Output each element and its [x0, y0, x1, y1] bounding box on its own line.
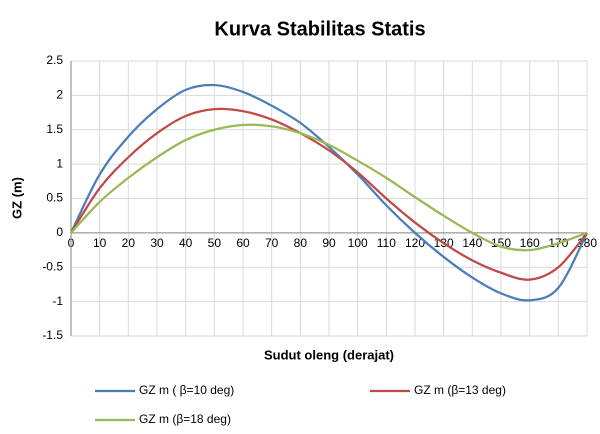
series-line — [70, 107, 588, 281]
y-tick-label: -1 — [52, 294, 63, 308]
x-tick-label: 70 — [265, 236, 279, 250]
x-tick-label: 90 — [322, 236, 336, 250]
y-axis-title: GZ (m) — [9, 177, 24, 219]
y-tick-label: 1.5 — [46, 122, 63, 136]
y-tick-label: 2.5 — [46, 53, 63, 67]
x-tick-label: 80 — [294, 236, 308, 250]
series-line — [69, 83, 588, 302]
x-tick-label: 120 — [405, 236, 425, 250]
x-tick-label: 140 — [462, 236, 482, 250]
x-tick-label: 150 — [491, 236, 511, 250]
x-tick-label: 50 — [208, 236, 222, 250]
x-tick-label: 30 — [150, 236, 164, 250]
x-tick-label: 110 — [377, 236, 396, 250]
x-tick-label: 60 — [236, 236, 250, 250]
x-tick-label: 100 — [348, 236, 368, 250]
y-tick-label: 0.5 — [46, 191, 63, 205]
x-axis-title: Sudut oleng (derajat) — [264, 347, 394, 362]
y-tick-label: 1 — [56, 156, 63, 170]
x-tick-label: 160 — [520, 236, 540, 250]
y-tick-label: -0.5 — [42, 259, 63, 273]
y-tick-label: 0 — [56, 225, 63, 239]
chart-title: Kurva Stabilitas Statis — [214, 18, 425, 40]
x-tick-label: 10 — [93, 236, 107, 250]
legend-label: GZ m (β=13 deg) — [414, 383, 506, 397]
x-tick-label: 40 — [179, 236, 193, 250]
legend-label: GZ m (β=18 deg) — [139, 412, 231, 426]
legend-label: GZ m ( β=10 deg) — [139, 383, 234, 397]
y-tick-label: -1.5 — [42, 328, 63, 342]
y-tick-label: 2 — [56, 88, 63, 102]
x-tick-label: 20 — [122, 236, 136, 250]
series-line — [70, 123, 588, 252]
